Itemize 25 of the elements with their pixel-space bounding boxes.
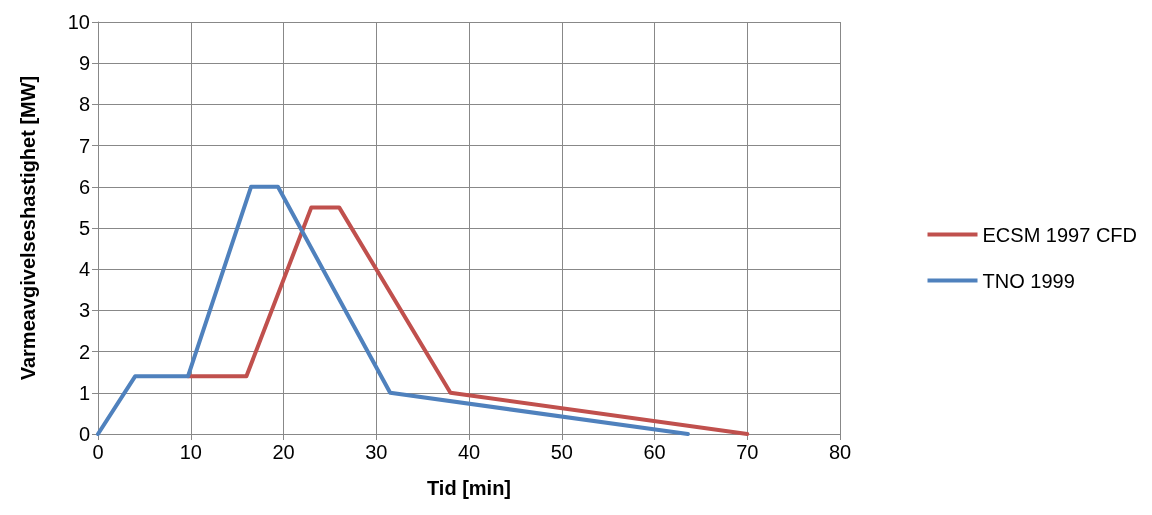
y-tick-label: 8	[78, 93, 90, 116]
y-axis-title: Varmeavgivelseshastighet [MW]	[17, 75, 39, 381]
y-tick-label: 6	[78, 175, 90, 198]
y-tick-label: 2	[78, 340, 90, 363]
y-tick-label: 3	[78, 299, 90, 322]
x-tick-label: 40	[457, 441, 481, 463]
y-tick-label: 4	[78, 258, 90, 281]
x-tick-label: 10	[179, 441, 202, 463]
y-tick-label: 9	[78, 52, 90, 75]
y-tick-label: 5	[78, 217, 90, 239]
x-axis-title: Tid [min]	[426, 477, 512, 499]
y-tick-label: 7	[78, 134, 90, 157]
line-series	[96, 184, 690, 436]
x-tick-label: 70	[736, 441, 759, 463]
x-tick-label: 80	[828, 441, 852, 463]
y-tick-label: 0	[78, 423, 90, 445]
y-tick-label: 10	[67, 11, 90, 33]
x-tick-label: 0	[92, 441, 104, 463]
x-tick-label: 50	[550, 441, 573, 463]
legend-label: TNO 1999	[982, 269, 1075, 292]
x-tick-label: 30	[365, 441, 388, 463]
x-tick-label: 60	[643, 441, 666, 463]
y-tick-label: 1	[78, 381, 90, 404]
x-tick-label: 20	[272, 441, 295, 463]
legend-label: ECSM 1997 CFD	[982, 223, 1138, 246]
